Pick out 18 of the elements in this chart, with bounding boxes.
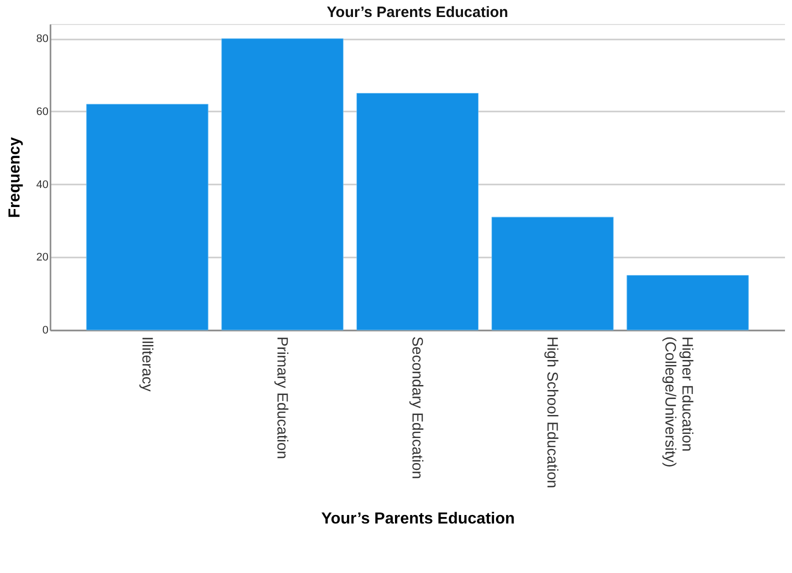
y-tick-label: 20	[36, 252, 48, 264]
y-tick-label: 60	[36, 106, 48, 118]
y-tick-label: 40	[36, 178, 48, 191]
bar	[492, 216, 614, 330]
bar	[86, 104, 208, 330]
x-tick-label: Higher Education (College/University)	[662, 336, 696, 468]
chart-title: Your’s Parents Education	[326, 4, 508, 21]
x-tick-label: Primary Education	[273, 336, 290, 460]
bar	[221, 38, 344, 330]
x-tick-label: Illiteracy	[138, 336, 156, 392]
y-tick-label: 0	[42, 324, 48, 336]
bar	[626, 275, 749, 330]
y-axis-title: Frequency	[6, 136, 24, 218]
x-tick-label: Secondary Education	[408, 336, 426, 480]
bar	[356, 92, 479, 330]
x-tick-label: High School Education	[544, 336, 561, 488]
x-axis-title: Your’s Parents Education	[321, 510, 515, 528]
y-tick-label: 80	[36, 33, 48, 46]
